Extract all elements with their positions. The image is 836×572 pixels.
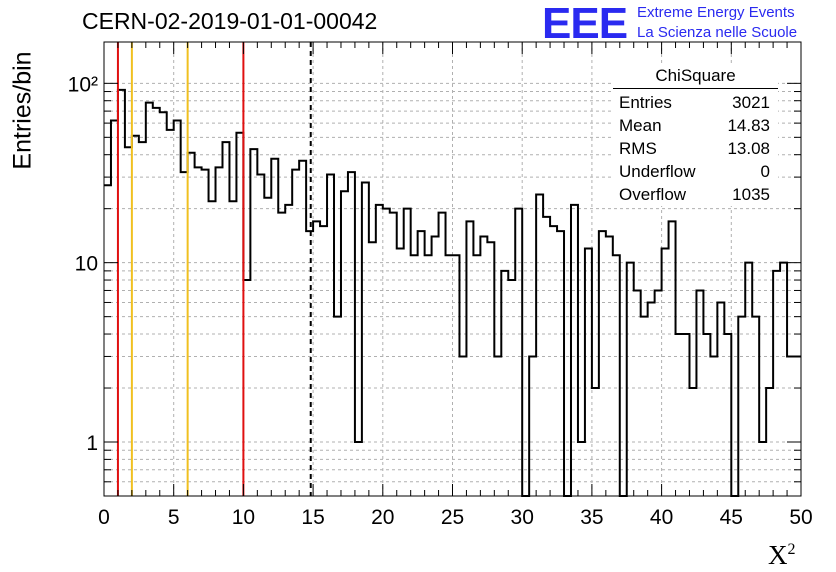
y-tick-label: 10 [75,253,98,276]
y-tick-label: 1 [86,432,98,455]
x-tick-label: 35 [580,506,603,529]
stats-value: 13.08 [727,139,770,158]
x-tick-label: 20 [371,506,394,529]
x-tick-label: 30 [511,506,534,529]
stats-label: RMS [619,139,657,158]
x-tick-label: 25 [441,506,464,529]
logo-line-1: Extreme Energy Events [637,4,795,21]
x-tick-label: 50 [789,506,812,529]
stats-row-rms: RMS 13.08 [613,137,778,160]
stats-box: ChiSquare Entries 3021 Mean 14.83 RMS 13.08… [613,66,778,206]
stats-row-entries: Entries 3021 [613,91,778,114]
histogram-line [104,88,801,497]
chart-title: CERN-02-2019-01-01-00042 [82,8,378,34]
stats-value: 1035 [732,185,770,204]
stats-value: 0 [760,162,770,181]
stats-label: Entries [619,93,672,112]
stats-label: Mean [619,116,662,135]
stats-name: ChiSquare [613,66,778,89]
stats-row-underflow: Underflow 0 [613,160,778,183]
stats-value: 14.83 [727,116,770,135]
x-tick-label: 45 [720,506,743,529]
eee-logo: EEE [542,0,628,48]
x-tick-label: 5 [168,506,180,529]
x-tick-label: 0 [98,506,110,529]
y-axis-label: Entries/bin [8,51,37,170]
y-tick-label: 10² [68,73,98,96]
stats-row-overflow: Overflow 1035 [613,183,778,206]
stats-value: 3021 [732,93,770,112]
stats-row-mean: Mean 14.83 [613,114,778,137]
stats-label: Overflow [619,185,687,204]
stats-label: Underflow [619,162,696,181]
logo-line-2: La Scienza nelle Scuole [637,24,798,41]
x-tick-label: 15 [301,506,324,529]
x-axis-label: X2 [768,540,796,570]
x-tick-label: 40 [650,506,673,529]
x-tick-label: 10 [232,506,255,529]
